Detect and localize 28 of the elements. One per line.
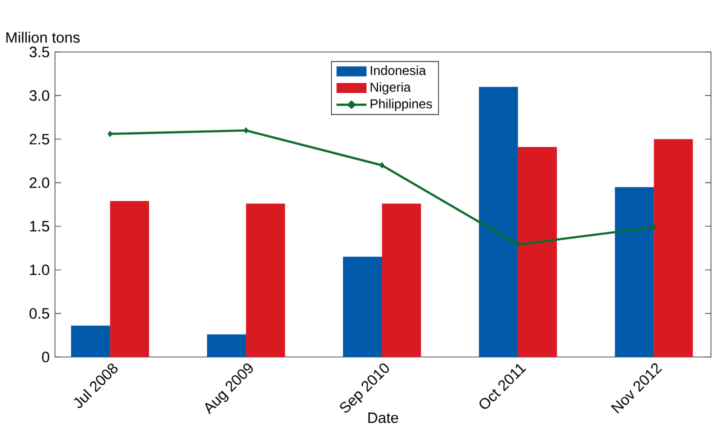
point (379, 162, 384, 169)
bar (342, 256, 382, 357)
y-tick-label: 3.5 (30, 46, 50, 58)
bar (614, 187, 654, 357)
bar (246, 204, 286, 357)
bar (478, 86, 518, 357)
y-tick-label: 1.0 (30, 264, 50, 276)
legend-label: Philippines (370, 98, 432, 112)
y-axis-title: Million tons (6, 32, 80, 43)
y-tick-label: 0 (42, 352, 50, 362)
legend-label: Nigeria (370, 82, 411, 94)
point (651, 224, 656, 230)
bar (207, 334, 246, 357)
y-tick-label: 2.0 (30, 177, 50, 188)
point (244, 127, 249, 134)
bar (654, 139, 693, 357)
y-tick-label: 3.0 (30, 90, 50, 101)
bar (518, 146, 557, 357)
bar (71, 326, 110, 357)
y-tick-label: 2.5 (30, 134, 50, 144)
y-tick-label: 0.5 (30, 308, 50, 319)
bar (382, 204, 421, 357)
x-axis-title: Date (368, 412, 398, 424)
y-tick-label: 1.5 (30, 221, 50, 232)
point (108, 130, 113, 138)
point (515, 241, 520, 248)
bar (110, 201, 150, 357)
legend-label: Indonesia (370, 66, 426, 76)
